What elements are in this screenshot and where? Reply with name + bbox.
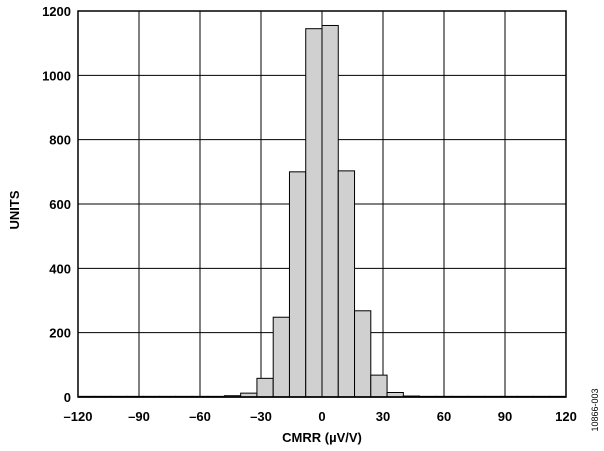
- y-tick-label: 600: [49, 197, 71, 212]
- histogram-bar: [321, 24, 339, 398]
- histogram-bar: [256, 377, 274, 398]
- x-tick-label: –120: [64, 409, 93, 424]
- histogram-bar: [370, 374, 388, 398]
- figure-id: 10866-003: [590, 388, 600, 431]
- histogram-bar: [288, 171, 307, 398]
- x-tick-label: –60: [189, 409, 211, 424]
- histogram-bar: [337, 170, 356, 398]
- x-tick-label: 60: [437, 409, 451, 424]
- x-tick-label: 30: [376, 409, 390, 424]
- tick-labels: –120 –90 –60 –30 0 30 60 90 12002004006008001000…: [42, 4, 577, 424]
- x-tick-label: –30: [250, 409, 272, 424]
- y-axis-title: UNITS: [7, 190, 22, 229]
- y-tick-label: 400: [49, 261, 71, 276]
- y-tick-label: 0: [64, 390, 71, 405]
- histogram-bar: [354, 310, 372, 398]
- x-tick-label: 0: [318, 409, 325, 424]
- x-axis-title: CMRR (µV/V): [282, 430, 362, 445]
- y-tick-label: 1200: [42, 4, 71, 19]
- y-tick-label: 800: [49, 133, 71, 148]
- histogram-bars: [77, 24, 567, 398]
- y-tick-label: 200: [49, 326, 71, 341]
- x-tick-label: 120: [555, 409, 577, 424]
- x-tick-label: –90: [128, 409, 150, 424]
- histogram-bar: [272, 316, 290, 398]
- histogram-bar: [305, 28, 323, 398]
- x-tick-label: 90: [498, 409, 512, 424]
- y-tick-label: 1000: [42, 68, 71, 83]
